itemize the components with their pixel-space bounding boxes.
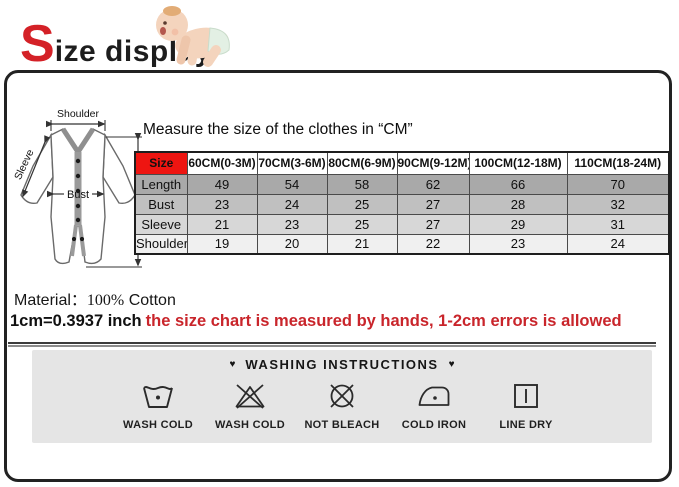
do-not-wring-icon xyxy=(231,378,269,412)
table-row-length: Length 49 54 58 62 66 70 xyxy=(134,173,670,195)
wash-item-label: COLD IRON xyxy=(401,419,467,431)
row-label-sleeve: Sleeve xyxy=(134,213,188,235)
size-table-header-70cm: 70CM(3-6M) xyxy=(256,151,328,175)
cell-value: 24 xyxy=(256,193,328,215)
cell-value: 27 xyxy=(396,193,470,215)
size-table-header-size: Size xyxy=(134,151,188,175)
crawling-baby-illustration xyxy=(156,6,230,67)
washing-instructions-panel: ♥ WASHING INSTRUCTIONS ♥ WASH COLD xyxy=(32,350,652,443)
cell-value: 21 xyxy=(186,213,258,235)
table-row-bust: Bust 23 24 25 27 28 32 xyxy=(134,193,670,215)
size-table-header-80cm: 80CM(6-9M) xyxy=(326,151,398,175)
table-row-shoulder: Shoulder 19 20 21 22 23 24 xyxy=(134,233,670,255)
cell-value: 23 xyxy=(186,193,258,215)
diagram-shoulder-label: Shoulder xyxy=(57,108,100,120)
material-label: Material： xyxy=(14,292,87,309)
cell-value: 54 xyxy=(256,173,328,195)
washing-items-row: WASH COLD WASH COLD xyxy=(32,378,652,431)
baby-image xyxy=(150,0,240,73)
wash-item-label: WASH COLD xyxy=(123,419,193,431)
wash-item-wash-cold-1: WASH COLD xyxy=(112,378,204,431)
cell-value: 32 xyxy=(566,193,670,215)
washing-instructions-title: ♥ WASHING INSTRUCTIONS ♥ xyxy=(32,357,652,372)
cold-iron-icon xyxy=(415,378,453,412)
cell-value: 31 xyxy=(566,213,670,235)
size-diagram: Shoulder Sleeve Bust Length xyxy=(12,104,150,283)
do-not-bleach-icon xyxy=(323,378,361,412)
diagram-bust-label: Bust xyxy=(67,189,89,201)
cell-value: 62 xyxy=(396,173,470,195)
row-label-bust: Bust xyxy=(134,193,188,215)
size-table-header-100cm: 100CM(12-18M) xyxy=(468,151,568,175)
material-percent: 100% xyxy=(86,292,125,309)
line-dry-icon xyxy=(507,378,545,412)
cell-value: 66 xyxy=(468,173,568,195)
title-initial-letter: S xyxy=(20,15,55,73)
cell-value: 58 xyxy=(326,173,398,195)
romper-outline: Shoulder Sleeve Bust Length xyxy=(12,108,150,268)
wash-item-not-bleach: NOT BLEACH xyxy=(296,378,388,431)
material-value: Cotton xyxy=(128,292,176,309)
wash-item-label: NOT BLEACH xyxy=(304,419,380,431)
cell-value: 70 xyxy=(566,173,670,195)
size-table-header-60cm: 60CM(0-3M) xyxy=(186,151,258,175)
material-line: Material：100% Cotton xyxy=(14,286,176,310)
table-row-sleeve: Sleeve 21 23 25 27 29 31 xyxy=(134,213,670,235)
cell-value: 19 xyxy=(186,233,258,255)
size-table-header-90cm: 90CM(9-12M) xyxy=(396,151,470,175)
cell-value: 22 xyxy=(396,233,470,255)
cell-value: 28 xyxy=(468,193,568,215)
heart-icon: ♥ xyxy=(229,359,236,370)
size-table: Size 60CM(0-3M) 70CM(3-6M) 80CM(6-9M) 90… xyxy=(134,151,670,255)
size-table-header-110cm: 110CM(18-24M) xyxy=(566,151,670,175)
wash-cold-icon xyxy=(139,378,177,412)
note-prefix: 1cm=0.3937 inch xyxy=(10,312,142,330)
measure-heading: Measure the size of the clothes in “CM” xyxy=(143,121,413,138)
wash-item-label: WASH COLD xyxy=(215,419,285,431)
cell-value: 24 xyxy=(566,233,670,255)
washing-title-text: WASHING INSTRUCTIONS xyxy=(245,357,439,372)
heart-icon: ♥ xyxy=(448,359,455,370)
cell-value: 29 xyxy=(468,213,568,235)
cell-value: 20 xyxy=(256,233,328,255)
divider-double-line xyxy=(8,342,656,347)
row-label-length: Length xyxy=(134,173,188,195)
cell-value: 23 xyxy=(468,233,568,255)
conversion-note: 1cm=0.3937 inch the size chart is measure… xyxy=(10,312,622,331)
note-warning: the size chart is measured by hands, 1-2… xyxy=(145,312,622,330)
cell-value: 23 xyxy=(256,213,328,235)
cell-value: 49 xyxy=(186,173,258,195)
wash-item-cold-iron: COLD IRON xyxy=(388,378,480,431)
wash-item-line-dry: LINE DRY xyxy=(480,378,572,431)
wash-item-wash-cold-2: WASH COLD xyxy=(204,378,296,431)
row-label-shoulder: Shoulder xyxy=(134,233,188,255)
size-table-header-row: Size 60CM(0-3M) 70CM(3-6M) 80CM(6-9M) 90… xyxy=(134,151,670,175)
cell-value: 25 xyxy=(326,193,398,215)
cell-value: 27 xyxy=(396,213,470,235)
cell-value: 21 xyxy=(326,233,398,255)
cell-value: 25 xyxy=(326,213,398,235)
wash-item-label: LINE DRY xyxy=(499,419,553,431)
